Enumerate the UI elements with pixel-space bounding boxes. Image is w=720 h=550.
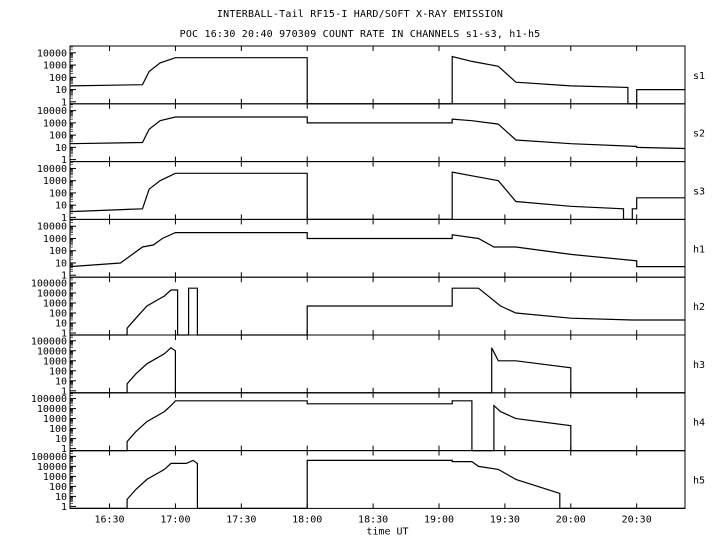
series-line-h2 <box>70 287 685 336</box>
panel-label-h3: h3 <box>693 360 705 371</box>
y-tick-label-s2: 10 <box>55 143 67 154</box>
y-tick-label-h1: 10000 <box>37 222 67 233</box>
series-line-s1 <box>69 55 685 105</box>
panel-label-h5: h5 <box>693 476 705 487</box>
y-tick-label-h4: 10000 <box>37 404 67 415</box>
y-tick-label-s3: 1 <box>61 213 67 224</box>
y-tick-label-s3: 100 <box>49 188 67 199</box>
x-tick-label: 18:30 <box>358 514 388 525</box>
y-tick-label-s2: 100 <box>49 131 67 142</box>
x-tick-label: 17:30 <box>226 514 256 525</box>
series-line-h3 <box>70 347 685 394</box>
series-line-h1 <box>69 232 685 268</box>
y-tick-label-h2: 1000 <box>43 298 67 309</box>
y-tick-label-h5: 1 <box>61 502 67 513</box>
y-tick-label-h1: 1000 <box>43 234 67 245</box>
y-tick-label-h4: 10 <box>55 434 67 445</box>
y-tick-label-h2: 100000 <box>31 278 67 289</box>
series-line-h5 <box>70 459 685 509</box>
y-tick-label-h3: 10000 <box>37 346 67 357</box>
y-tick-label-h4: 1000 <box>43 414 67 425</box>
y-tick-label-h2: 100 <box>49 308 67 319</box>
series-line-s2 <box>69 116 686 150</box>
y-tick-label-h3: 100 <box>49 366 67 377</box>
series-line-h4 <box>70 400 685 452</box>
y-tick-label-s1: 1000 <box>43 61 67 72</box>
panel-label-h1: h1 <box>693 244 705 255</box>
panel-frame-s2 <box>69 103 686 163</box>
y-tick-label-h5: 100000 <box>31 452 67 463</box>
x-tick-label: 16:30 <box>94 514 124 525</box>
y-tick-label-s1: 100 <box>49 73 67 84</box>
y-tick-label-h2: 10000 <box>37 288 67 299</box>
y-tick-label-h3: 100000 <box>31 336 67 347</box>
x-tick-label: 19:00 <box>424 514 454 525</box>
x-tick-label: 19:30 <box>490 514 520 525</box>
y-tick-label-h3: 1000 <box>43 356 67 367</box>
y-tick-label-s2: 1 <box>61 155 67 166</box>
y-tick-label-s3: 10 <box>55 201 67 212</box>
x-tick-label: 20:00 <box>556 514 586 525</box>
y-tick-label-h2: 10 <box>55 318 67 329</box>
y-tick-label-h1: 1 <box>61 271 67 282</box>
series-line-s3 <box>69 171 685 220</box>
y-tick-label-s2: 10000 <box>37 106 67 117</box>
y-tick-label-s1: 1 <box>61 97 67 108</box>
y-tick-label-h5: 1000 <box>43 472 67 483</box>
panel-label-h2: h2 <box>693 302 705 313</box>
panel-frame-h3 <box>69 334 686 394</box>
y-tick-label-h2: 1 <box>61 329 67 340</box>
y-tick-label-h4: 1 <box>61 444 67 455</box>
x-tick-label: 18:00 <box>292 514 322 525</box>
y-tick-label-h5: 100 <box>49 482 67 493</box>
y-tick-label-h5: 10000 <box>37 462 67 473</box>
y-tick-label-s1: 10 <box>55 85 67 96</box>
x-axis-label: time UT <box>366 526 408 537</box>
panel-frame-h1 <box>69 218 686 278</box>
y-tick-label-h3: 1 <box>61 386 67 397</box>
x-tick-label: 17:00 <box>160 514 190 525</box>
y-tick-label-s2: 1000 <box>43 118 67 129</box>
y-tick-label-h4: 100000 <box>31 394 67 405</box>
y-tick-label-h3: 10 <box>55 376 67 387</box>
panel-label-s3: s3 <box>693 187 705 198</box>
chart-title: INTERBALL-Tail RF15-I HARD/SOFT X-RAY EM… <box>216 9 504 20</box>
y-tick-label-h1: 100 <box>49 246 67 257</box>
panel-frame-s1 <box>69 45 686 105</box>
y-tick-label-h5: 10 <box>55 492 67 503</box>
y-tick-label-h4: 100 <box>49 424 67 435</box>
panel-label-s1: s1 <box>693 71 705 82</box>
y-tick-label-s3: 1000 <box>43 176 67 187</box>
panel-label-s2: s2 <box>693 129 705 140</box>
y-tick-label-s1: 10000 <box>37 48 67 59</box>
panel-frame-h4 <box>69 392 686 452</box>
panel-frame-s3 <box>69 161 686 220</box>
panel-label-h4: h4 <box>693 418 705 429</box>
chart-subtitle: POC 16:30 20:40 970309 COUNT RATE IN CHA… <box>179 29 541 40</box>
panel-frame-h5 <box>69 450 686 509</box>
y-tick-label-s3: 10000 <box>37 164 67 175</box>
x-tick-label: 20:30 <box>622 514 652 525</box>
y-tick-label-h1: 10 <box>55 258 67 269</box>
